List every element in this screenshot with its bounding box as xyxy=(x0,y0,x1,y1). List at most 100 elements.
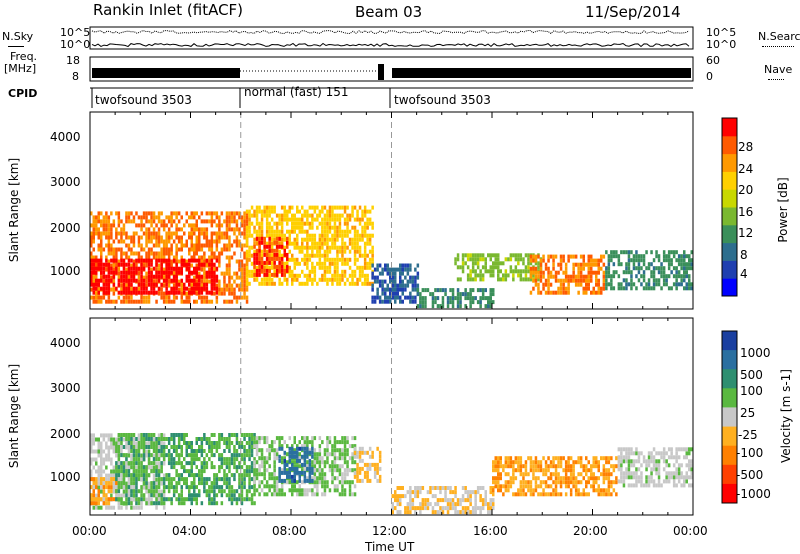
power-cell-region-0 xyxy=(145,255,148,260)
vel-cell-region-7 xyxy=(559,464,563,469)
power-cell-region-7 xyxy=(582,254,585,259)
power-cell-region-2 xyxy=(323,241,327,246)
vel-cell-region-3 xyxy=(323,472,327,477)
power-cell-region-0 xyxy=(130,239,133,244)
power-cell-region-7 xyxy=(602,262,606,267)
power-cell-region-3 xyxy=(268,236,271,241)
power-cell-region-2 xyxy=(361,213,364,218)
power-cell-region-1 xyxy=(170,270,173,275)
power-cell-region-4 xyxy=(401,279,404,284)
vel-cell-region-0 xyxy=(147,449,151,454)
power-cell-region-0 xyxy=(90,211,93,216)
power-cell-region-8 xyxy=(642,286,646,291)
vel-cell-region-4 xyxy=(280,446,284,451)
vel-cell-region-2 xyxy=(177,481,181,486)
power-cell-region-2 xyxy=(356,233,359,238)
power-cell-region-8 xyxy=(655,282,658,287)
vel-cell-region-7 xyxy=(567,476,570,481)
power-cell-region-0 xyxy=(147,295,151,300)
power-cell-region-1 xyxy=(132,262,136,267)
power-cell-region-2 xyxy=(326,281,329,286)
vel-cell-region-4 xyxy=(283,462,286,467)
vel-cell-region-2 xyxy=(145,481,148,486)
power-cell-region-2 xyxy=(270,225,274,230)
power-cell-region-3 xyxy=(263,252,266,257)
power-cell-region-0 xyxy=(245,215,249,220)
power-cell-region-1 xyxy=(157,258,161,263)
power-cell-region-0 xyxy=(243,215,246,220)
power-cell-region-7 xyxy=(539,266,543,271)
power-cell-region-0 xyxy=(198,235,201,240)
power-cell-region-8 xyxy=(627,266,631,271)
vel-cell-region-4 xyxy=(303,458,307,463)
power-cell-region-7 xyxy=(547,254,550,259)
power-cell-region-1 xyxy=(150,270,153,275)
vel-cell-region-6 xyxy=(476,490,480,495)
vel-cell-region-0 xyxy=(117,505,121,510)
vel-cell-region-2 xyxy=(150,485,153,490)
power-cell-region-4 xyxy=(399,271,402,276)
vel-cell-region-3 xyxy=(351,444,354,449)
vel-cell-region-7 xyxy=(592,460,595,465)
power-cell-region-2 xyxy=(311,213,314,218)
power-cell-region-0 xyxy=(243,279,246,284)
vel-cell-region-6 xyxy=(391,506,394,511)
power-cell-region-0 xyxy=(240,215,244,220)
vel-cell-region-0 xyxy=(95,437,98,442)
power-cell-region-1 xyxy=(105,282,108,287)
vel-cell-region-2 xyxy=(117,473,121,478)
vel-cell-region-3 xyxy=(311,492,314,497)
vel-cell-region-6 xyxy=(414,486,417,490)
vel-cell-region-2 xyxy=(142,457,146,462)
power-cell-region-0 xyxy=(228,239,231,244)
vel-cell-region-6 xyxy=(439,506,442,511)
power-cell-region-6 xyxy=(509,253,513,258)
power-cell-region-0 xyxy=(218,255,221,260)
power-cell-region-2 xyxy=(358,245,362,250)
power-cell-region-2 xyxy=(363,281,367,286)
power-cell-region-0 xyxy=(115,247,118,252)
power-cell-region-2 xyxy=(363,253,367,258)
power-cell-region-2 xyxy=(343,221,347,226)
vel-cell-region-3 xyxy=(291,460,294,465)
vel-cell-region-7 xyxy=(564,464,568,469)
vel-cell-region-7 xyxy=(522,472,525,477)
power-cell-region-0 xyxy=(190,215,193,220)
vel-cell-region-6 xyxy=(484,494,487,499)
vel-cell-region-2 xyxy=(157,501,161,506)
power-cell-region-0 xyxy=(240,275,244,280)
vel-cell-region-3 xyxy=(273,452,276,457)
vel-cell-region-2 xyxy=(155,449,158,453)
vel-cell-region-3 xyxy=(313,452,317,457)
power-cell-region-1 xyxy=(190,286,193,291)
vel-cell-region-2 xyxy=(250,433,254,437)
power-cell-region-2 xyxy=(346,217,349,222)
power-cell-region-1 xyxy=(142,286,146,291)
power-cell-region-3 xyxy=(265,272,269,277)
power-cell-region-2 xyxy=(343,241,347,246)
vel-cell-region-3 xyxy=(311,436,314,441)
power-cell-region-7 xyxy=(590,290,593,295)
power-cell-region-6 xyxy=(481,265,485,270)
vel-cell-region-0 xyxy=(140,453,143,458)
vel-cell-region-7 xyxy=(567,464,570,469)
vel-cell-region-6 xyxy=(409,506,412,511)
power-cell-region-0 xyxy=(180,247,183,252)
power-cell-region-4 xyxy=(386,271,389,276)
vel-cell-region-2 xyxy=(193,461,196,466)
vel-cell-region-0 xyxy=(110,469,113,474)
power-cell-region-0 xyxy=(175,243,178,248)
power-cell-region-8 xyxy=(607,274,611,279)
vel-cell-region-6 xyxy=(399,510,402,515)
power-cell-region-7 xyxy=(572,266,575,271)
power-cell-region-1 xyxy=(162,258,166,263)
vel-cell-region-7 xyxy=(549,460,553,465)
vel-cell-region-7 xyxy=(529,460,533,465)
power-cell-region-0 xyxy=(195,243,198,248)
power-cell-region-4 xyxy=(376,263,379,268)
vel-cell-region-6 xyxy=(429,490,432,495)
power-cell-region-0 xyxy=(150,215,153,220)
power-cell-region-0 xyxy=(135,211,138,216)
vel-cell-region-7 xyxy=(569,488,573,493)
vel-cell-region-2 xyxy=(248,481,251,486)
